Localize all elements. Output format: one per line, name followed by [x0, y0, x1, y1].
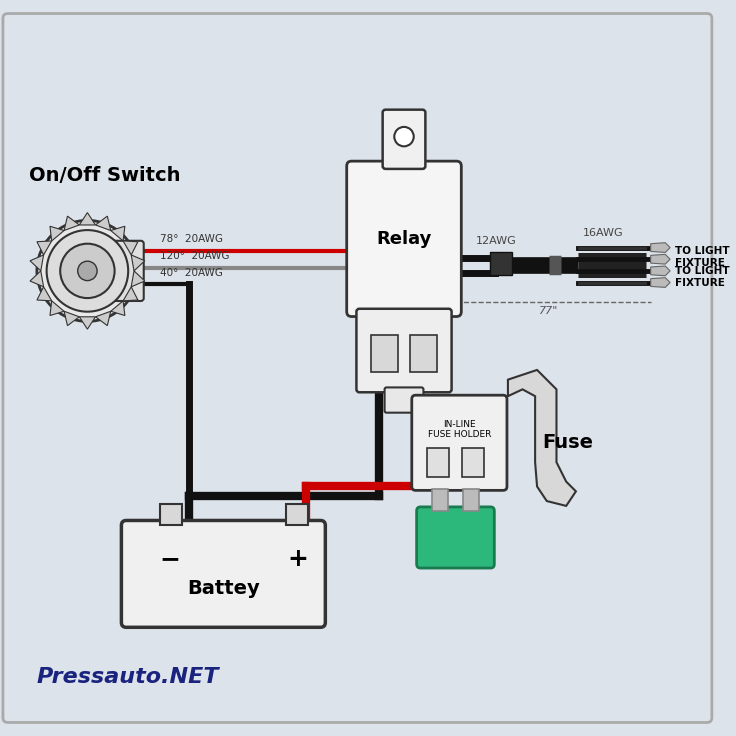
Text: 16AWG: 16AWG	[583, 228, 623, 238]
Text: On/Off Switch: On/Off Switch	[29, 166, 180, 185]
Polygon shape	[123, 287, 138, 301]
Polygon shape	[123, 241, 138, 255]
Text: TO LIGHT
FIXTURE: TO LIGHT FIXTURE	[675, 266, 729, 288]
Circle shape	[60, 244, 115, 298]
Polygon shape	[508, 370, 576, 506]
Text: 120°  20AWG: 120° 20AWG	[160, 251, 230, 261]
Polygon shape	[50, 301, 64, 316]
Text: 77": 77"	[539, 305, 559, 316]
Text: IN-LINE
FUSE HOLDER: IN-LINE FUSE HOLDER	[428, 420, 491, 439]
FancyBboxPatch shape	[411, 395, 507, 490]
Circle shape	[78, 261, 97, 280]
Polygon shape	[37, 241, 52, 255]
Polygon shape	[651, 255, 670, 264]
FancyBboxPatch shape	[417, 507, 495, 568]
Polygon shape	[79, 316, 96, 329]
FancyBboxPatch shape	[356, 309, 452, 392]
Polygon shape	[96, 311, 110, 325]
FancyBboxPatch shape	[109, 241, 144, 301]
Polygon shape	[64, 311, 79, 325]
FancyBboxPatch shape	[385, 387, 423, 413]
Bar	[410, 335, 437, 372]
Text: 40°  20AWG: 40° 20AWG	[160, 268, 223, 277]
Polygon shape	[64, 216, 79, 230]
Text: 78°  20AWG: 78° 20AWG	[160, 234, 223, 244]
Polygon shape	[30, 255, 43, 271]
Text: Battey: Battey	[187, 579, 260, 598]
FancyBboxPatch shape	[347, 161, 461, 316]
Bar	[428, 447, 449, 477]
Polygon shape	[651, 277, 670, 287]
Polygon shape	[110, 301, 125, 316]
Polygon shape	[79, 213, 96, 225]
Bar	[463, 489, 479, 511]
FancyBboxPatch shape	[121, 520, 325, 627]
Polygon shape	[37, 287, 52, 301]
Bar	[286, 504, 308, 526]
Circle shape	[37, 220, 138, 322]
Text: Pressauto.NET: Pressauto.NET	[37, 667, 219, 687]
Text: 12AWG: 12AWG	[476, 236, 517, 246]
Bar	[490, 252, 512, 275]
Polygon shape	[30, 271, 43, 287]
Circle shape	[394, 127, 414, 146]
Bar	[160, 504, 182, 526]
Polygon shape	[651, 266, 670, 276]
Polygon shape	[96, 216, 110, 230]
Text: Fuse: Fuse	[542, 434, 593, 453]
Polygon shape	[110, 226, 125, 241]
Bar	[462, 447, 484, 477]
Polygon shape	[131, 271, 145, 287]
FancyBboxPatch shape	[383, 110, 425, 169]
Polygon shape	[50, 226, 64, 241]
Text: Relay: Relay	[376, 230, 432, 248]
Bar	[432, 489, 447, 511]
Text: −: −	[160, 548, 180, 571]
Polygon shape	[651, 243, 670, 252]
Polygon shape	[131, 255, 145, 271]
Bar	[371, 335, 398, 372]
Text: TO LIGHT
FIXTURE: TO LIGHT FIXTURE	[675, 247, 729, 268]
Text: +: +	[288, 548, 308, 571]
Circle shape	[46, 230, 128, 311]
